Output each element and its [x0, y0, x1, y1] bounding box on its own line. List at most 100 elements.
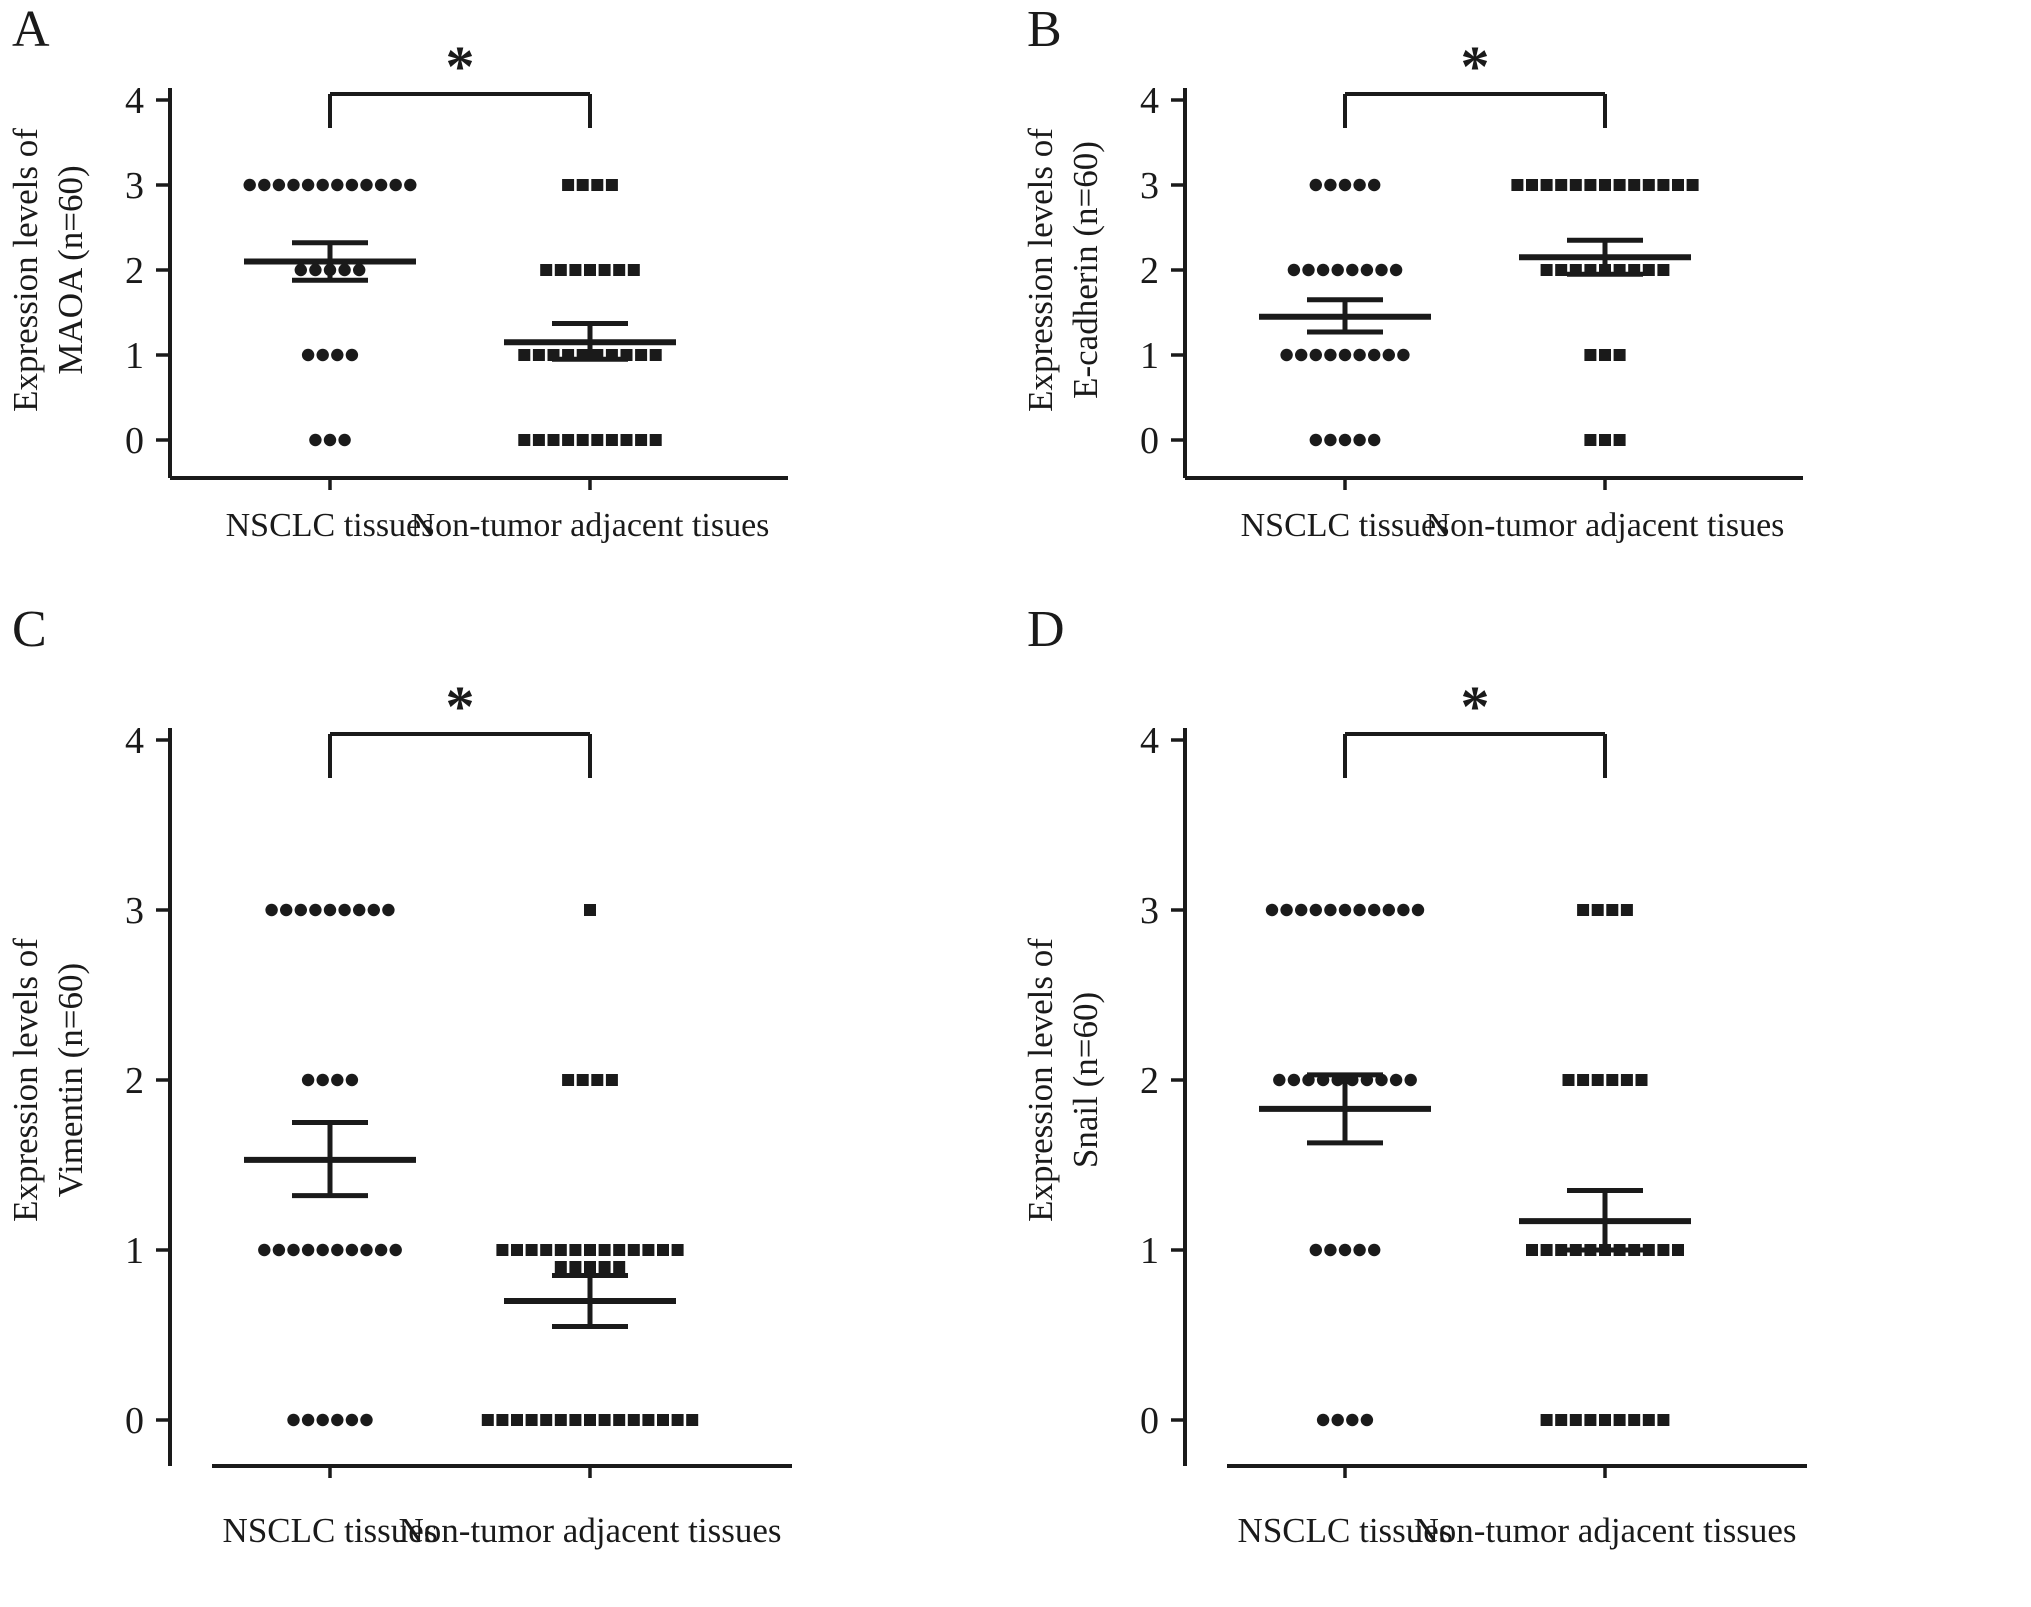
data-point-square: [642, 1244, 655, 1256]
y-tick-label: 2: [1140, 1060, 1159, 1102]
data-point-square: [613, 1244, 626, 1256]
data-point-circle: [1338, 903, 1352, 917]
data-point-square: [657, 1414, 669, 1426]
data-point-square: [686, 1414, 699, 1426]
data-point-circle: [309, 433, 322, 447]
data-point-square: [569, 264, 582, 276]
y-tick-label: 0: [1140, 420, 1159, 462]
data-point-circle: [1360, 1413, 1374, 1427]
data-point-square: [1599, 1414, 1611, 1426]
data-point-square: [532, 434, 545, 446]
data-point-circle: [1324, 1243, 1337, 1257]
data-point-square: [1591, 904, 1604, 916]
y-tick-label: 3: [125, 890, 144, 932]
data-point-circle: [338, 263, 351, 277]
data-point-square: [1628, 179, 1641, 191]
data-point-square: [525, 1244, 538, 1256]
data-point-square: [1540, 1414, 1553, 1426]
data-point-square: [511, 1244, 523, 1256]
data-point-circle: [1353, 433, 1366, 447]
data-point-circle: [1295, 903, 1308, 917]
data-point-circle: [280, 903, 293, 917]
data-point-square: [1642, 179, 1655, 191]
y-tick-label: 1: [1140, 1230, 1159, 1272]
category-label: Non-tumor adjacent tisues: [1426, 507, 1785, 544]
data-point-square: [1526, 1244, 1538, 1256]
y-tick-label: 4: [1140, 720, 1159, 762]
data-point-square: [627, 1414, 640, 1426]
y-axis-label: Expression levels of MAOA (n=60): [6, 128, 90, 412]
y-tick-label: 1: [125, 1230, 144, 1272]
data-point-circle: [1324, 178, 1337, 192]
y-tick-label: 3: [1140, 165, 1159, 207]
data-point-circle: [389, 1243, 402, 1257]
data-point-square: [1569, 179, 1582, 191]
data-point-square: [1642, 264, 1655, 276]
data-point-circle: [1309, 903, 1322, 917]
category-label: NSCLC tissues: [223, 1511, 438, 1550]
data-point-square: [1526, 179, 1538, 191]
data-point-circle: [331, 348, 344, 362]
data-point-square: [1540, 179, 1553, 191]
data-point-circle: [1353, 903, 1366, 917]
data-point-square: [496, 1244, 509, 1256]
data-point-square: [518, 349, 531, 361]
data-point-circle: [301, 348, 315, 362]
data-point-circle: [1309, 1243, 1322, 1257]
panel-c: C 0 1 2 3 4 NSCLC tissues Non-tumor adjacent t…: [0, 600, 1015, 1607]
data-point-circle: [1382, 348, 1395, 362]
data-point-circle: [367, 903, 380, 917]
y-tick-label: 2: [125, 1060, 144, 1102]
data-point-circle: [1273, 1073, 1286, 1087]
data-point-circle: [258, 178, 271, 192]
data-point-circle: [1375, 263, 1388, 277]
panel-c-letter: C: [12, 601, 47, 658]
data-point-square: [496, 1414, 509, 1426]
data-point-circle: [360, 1413, 373, 1427]
data-point-circle: [1324, 348, 1337, 362]
data-point-square: [525, 1414, 538, 1426]
data-point-square: [1657, 179, 1670, 191]
data-point-circle: [360, 1243, 373, 1257]
data-point-square: [613, 264, 626, 276]
data-point-square: [591, 179, 604, 191]
data-point-circle: [1346, 263, 1359, 277]
data-point-square: [1555, 264, 1568, 276]
panel-b: B 0 1 2 3 4 NSCLC tissues Non-tumor adjacent t…: [1015, 0, 2031, 600]
data-point-square: [547, 434, 560, 446]
data-point-square: [576, 434, 589, 446]
data-point-square: [1613, 179, 1626, 191]
data-point-square: [649, 434, 662, 446]
data-point-circle: [265, 903, 278, 917]
data-point-square: [1599, 179, 1611, 191]
data-point-circle: [1331, 263, 1344, 277]
data-point-square: [605, 434, 618, 446]
data-point-square: [562, 179, 575, 191]
data-point-circle: [1368, 348, 1381, 362]
data-point-square: [1577, 1074, 1590, 1086]
data-point-square: [511, 1414, 523, 1426]
data-point-circle: [309, 263, 322, 277]
data-point-circle: [374, 178, 388, 192]
data-point-square: [554, 264, 567, 276]
data-point-circle: [1338, 348, 1352, 362]
data-point-circle: [374, 1243, 388, 1257]
data-point-circle: [323, 433, 337, 447]
data-point-square: [613, 1261, 626, 1273]
data-point-circle: [389, 178, 402, 192]
data-point-circle: [1309, 433, 1322, 447]
category-label: Non-tumor adjacent tissues: [399, 1511, 782, 1550]
data-point-circle: [301, 1073, 315, 1087]
data-point-square: [569, 1414, 582, 1426]
data-point-square: [569, 1261, 582, 1273]
data-point-square: [1628, 1414, 1641, 1426]
data-point-circle: [360, 178, 373, 192]
data-point-circle: [404, 178, 417, 192]
data-point-square: [671, 1414, 684, 1426]
data-point-square: [576, 179, 589, 191]
data-point-square: [627, 264, 640, 276]
data-point-square: [1511, 179, 1524, 191]
